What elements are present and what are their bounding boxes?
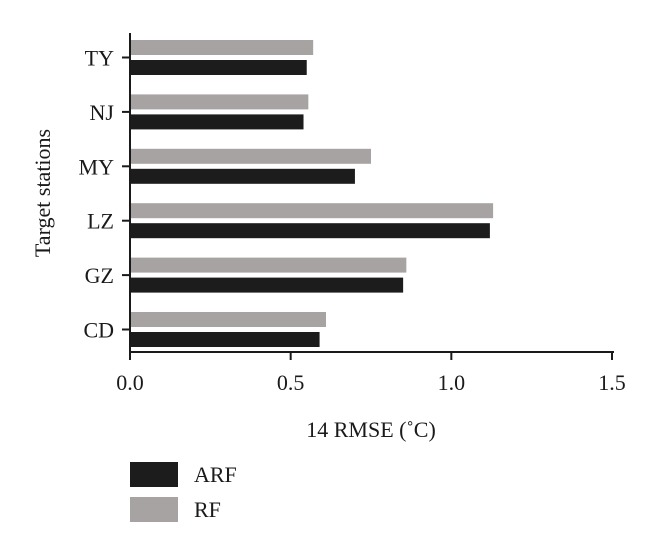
bars-group <box>130 40 494 347</box>
bar-rf-my <box>130 148 371 164</box>
legend-swatch-arf <box>130 462 178 487</box>
y-tick-label: NJ <box>90 100 115 125</box>
x-axis-title: 14 RMSE (˚C) <box>306 417 436 442</box>
bar-rf-gz <box>130 257 407 273</box>
bar-rf-nj <box>130 94 309 110</box>
x-ticks-group: 0.0 0.5 1.0 1.5 <box>116 352 626 395</box>
x-tick-label: 1.0 <box>438 370 466 395</box>
legend-label-arf: ARF <box>194 462 237 487</box>
legend: ARF RF <box>130 462 237 522</box>
y-tick-label: LZ <box>87 209 114 234</box>
bar-rf-ty <box>130 40 314 55</box>
x-tick-label: 1.5 <box>598 370 626 395</box>
axes-group <box>129 33 614 353</box>
bar-rf-lz <box>130 203 494 219</box>
bar-arf-cd <box>130 332 320 347</box>
bar-arf-ty <box>130 60 307 75</box>
x-tick-label: 0.5 <box>277 370 305 395</box>
bar-arf-nj <box>130 114 304 130</box>
y-ticks-group: TY NJ MY LZ GZ CD <box>79 46 130 343</box>
y-tick-label: MY <box>79 154 115 179</box>
bar-arf-gz <box>130 277 404 293</box>
bar-arf-lz <box>130 223 490 239</box>
y-axis-title: Target stations <box>30 129 55 257</box>
y-tick-label: GZ <box>85 263 114 288</box>
x-tick-label: 0.0 <box>116 370 144 395</box>
bar-rf-cd <box>130 312 327 327</box>
legend-label-rf: RF <box>194 497 221 522</box>
legend-swatch-rf <box>130 497 178 522</box>
y-tick-label: TY <box>85 46 114 71</box>
y-tick-label: CD <box>83 318 114 343</box>
bar-arf-my <box>130 168 355 184</box>
